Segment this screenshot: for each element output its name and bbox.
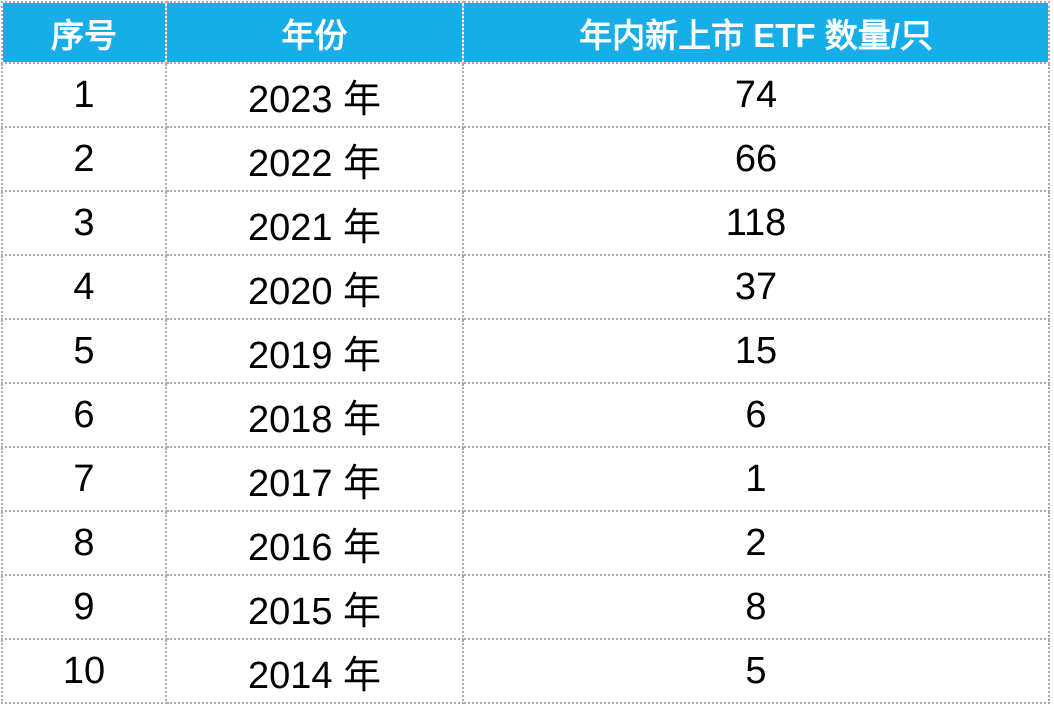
count-cell: 74 bbox=[462, 62, 1050, 128]
seq-cell: 3 bbox=[1, 190, 167, 256]
seq-cell: 7 bbox=[1, 446, 167, 512]
year-cell: 2018 年 bbox=[165, 382, 464, 448]
seq-cell: 4 bbox=[1, 254, 167, 320]
count-cell: 66 bbox=[462, 126, 1050, 192]
table-header: 序号 年份 年内新上市 ETF 数量/只 bbox=[1, 1, 1050, 64]
year-cell: 2021 年 bbox=[165, 190, 464, 256]
count-cell: 6 bbox=[462, 382, 1050, 448]
table-row: 9 2015 年 8 bbox=[1, 574, 1050, 640]
table-row: 1 2023 年 74 bbox=[1, 62, 1050, 128]
year-cell: 2023 年 bbox=[165, 62, 464, 128]
year-cell: 2019 年 bbox=[165, 318, 464, 384]
year-cell: 2020 年 bbox=[165, 254, 464, 320]
year-cell: 2015 年 bbox=[165, 574, 464, 640]
header-cell-seq: 序号 bbox=[1, 1, 167, 64]
header-cell-year: 年份 bbox=[165, 1, 464, 64]
count-cell: 37 bbox=[462, 254, 1050, 320]
table-row: 10 2014 年 5 bbox=[1, 638, 1050, 704]
table-row: 4 2020 年 37 bbox=[1, 254, 1050, 320]
table-row: 6 2018 年 6 bbox=[1, 382, 1050, 448]
table-row: 5 2019 年 15 bbox=[1, 318, 1050, 384]
year-cell: 2017 年 bbox=[165, 446, 464, 512]
seq-cell: 1 bbox=[1, 62, 167, 128]
seq-cell: 2 bbox=[1, 126, 167, 192]
table-body: 1 2023 年 74 2 2022 年 66 3 2021 年 118 4 2… bbox=[1, 62, 1050, 704]
seq-cell: 6 bbox=[1, 382, 167, 448]
count-cell: 1 bbox=[462, 446, 1050, 512]
seq-cell: 10 bbox=[1, 638, 167, 704]
table-row: 8 2016 年 2 bbox=[1, 510, 1050, 576]
table-row: 7 2017 年 1 bbox=[1, 446, 1050, 512]
year-cell: 2016 年 bbox=[165, 510, 464, 576]
year-cell: 2022 年 bbox=[165, 126, 464, 192]
seq-cell: 5 bbox=[1, 318, 167, 384]
count-cell: 8 bbox=[462, 574, 1050, 640]
count-cell: 118 bbox=[462, 190, 1050, 256]
seq-cell: 9 bbox=[1, 574, 167, 640]
table-row: 3 2021 年 118 bbox=[1, 190, 1050, 256]
seq-cell: 8 bbox=[1, 510, 167, 576]
header-row: 序号 年份 年内新上市 ETF 数量/只 bbox=[1, 1, 1050, 64]
year-cell: 2014 年 bbox=[165, 638, 464, 704]
count-cell: 2 bbox=[462, 510, 1050, 576]
count-cell: 5 bbox=[462, 638, 1050, 704]
count-cell: 15 bbox=[462, 318, 1050, 384]
header-cell-count: 年内新上市 ETF 数量/只 bbox=[462, 1, 1050, 64]
table-row: 2 2022 年 66 bbox=[1, 126, 1050, 192]
